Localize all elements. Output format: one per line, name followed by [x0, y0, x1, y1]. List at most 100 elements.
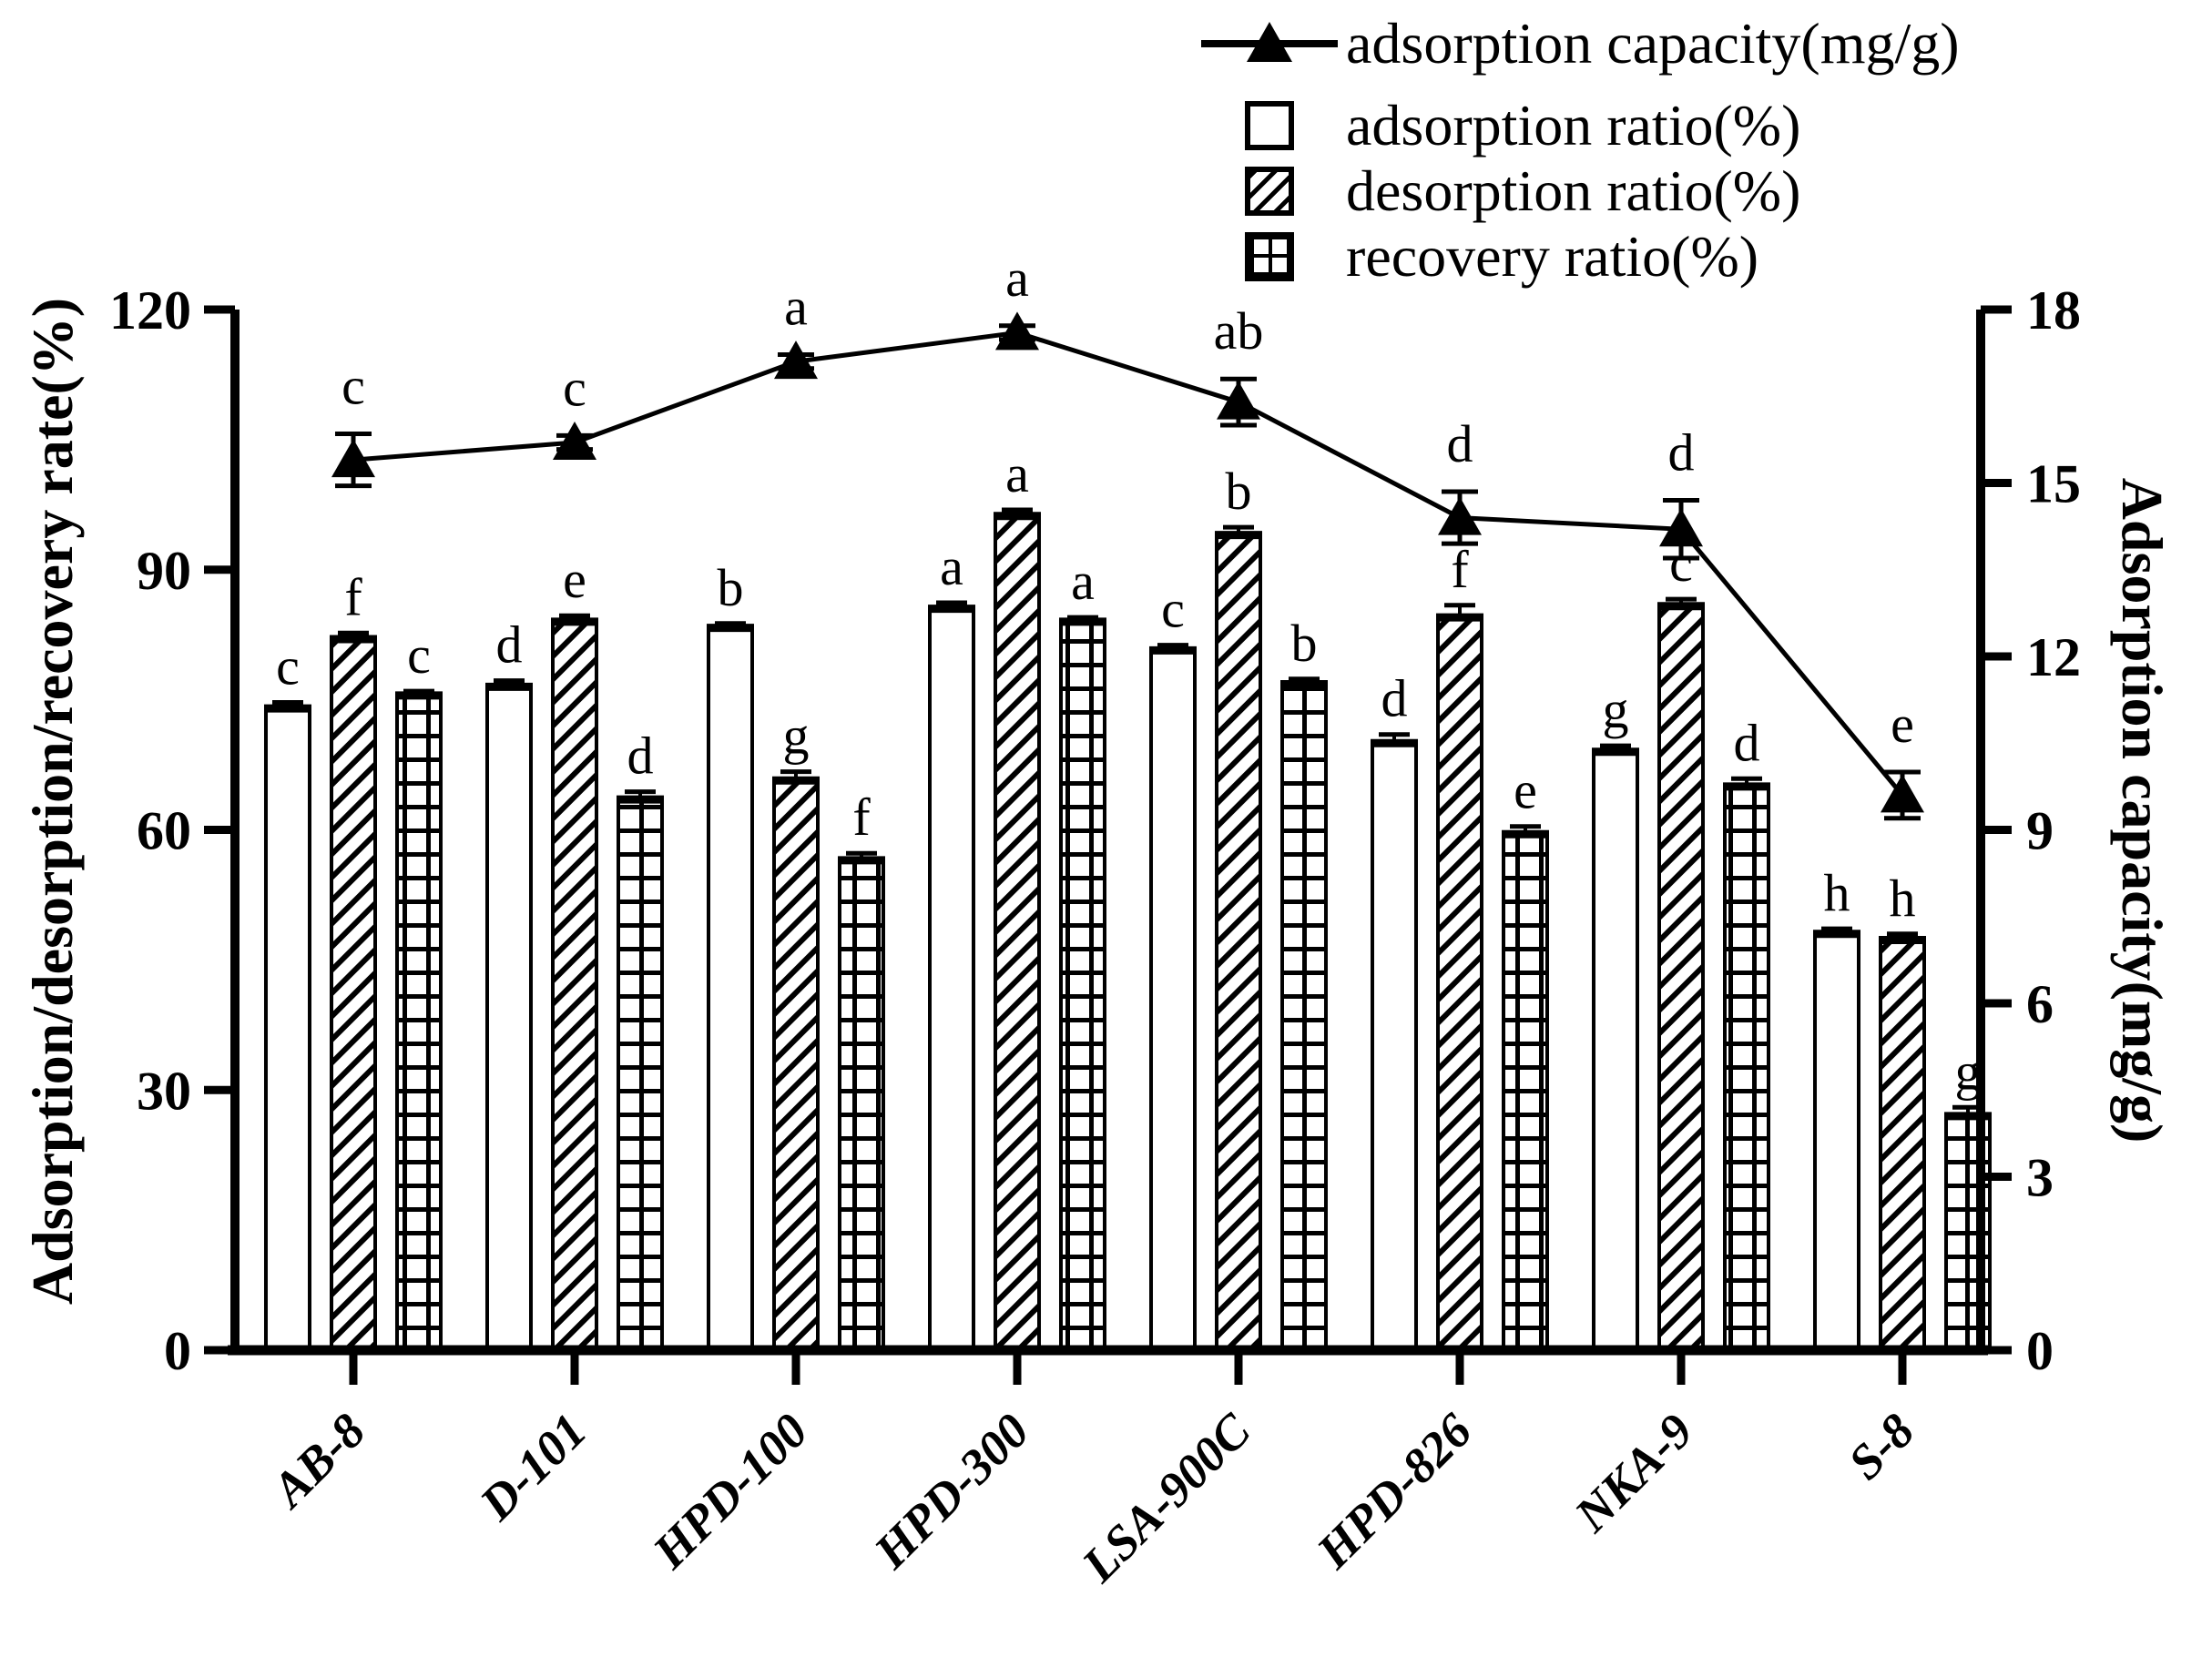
bar-desorption-ratio-nka-9 — [1657, 604, 1705, 1352]
sig-letter-capacity-hpd-826: d — [1447, 414, 1473, 473]
triangle-marker-hpd-826 — [1438, 496, 1482, 535]
bar-desorption-ratio-hpd-100 — [772, 778, 820, 1352]
x-tick-label-hpd-826: HPD-826 — [1306, 1403, 1483, 1580]
sig-letter-recovery-ratio-hpd-100: f — [852, 788, 871, 847]
sig-letter-capacity-ab-8: c — [341, 357, 365, 416]
x-tick-label-lsa-900c: LSA-900C — [1071, 1402, 1261, 1592]
right-tick-label-9: 9 — [2026, 801, 2054, 861]
sig-letter-desorption-ratio-nka-9: c — [1669, 534, 1693, 593]
legend-label: recovery ratio(%) — [1346, 224, 1759, 289]
bar-recovery-ratio-hpd-300 — [1059, 619, 1106, 1352]
bar-recovery-ratio-ab-8 — [395, 693, 443, 1352]
sig-letter-recovery-ratio-d-101: d — [627, 727, 654, 786]
x-tick-label-s-8: S-8 — [1838, 1403, 1924, 1489]
triangle-marker-lsa-900c — [1217, 381, 1260, 420]
sig-letter-desorption-ratio-lsa-900c: b — [1226, 462, 1252, 521]
sig-letter-adsorption-ratio-hpd-100: b — [718, 558, 744, 617]
sig-letter-adsorption-ratio-d-101: d — [496, 615, 523, 675]
sig-letter-capacity-nka-9: d — [1668, 423, 1695, 483]
bar-adsorption-ratio-lsa-900c — [1149, 648, 1197, 1352]
sig-letter-adsorption-ratio-nka-9: g — [1603, 680, 1629, 739]
sig-letter-adsorption-ratio-hpd-826: d — [1381, 669, 1408, 728]
left-axis-title: Adsorption/desorption/recovery rate(%) — [20, 297, 85, 1306]
left-tick-label-120: 120 — [109, 280, 191, 341]
bar-adsorption-ratio-ab-8 — [264, 706, 311, 1352]
bar-desorption-ratio-hpd-300 — [994, 513, 1041, 1352]
x-tick-label-ab-8: AB-8 — [260, 1403, 375, 1519]
bar-adsorption-ratio-d-101 — [485, 685, 533, 1352]
open-bar-icon — [1193, 101, 1346, 150]
sig-letter-adsorption-ratio-s-8: h — [1824, 863, 1850, 922]
sig-letter-capacity-s-8: e — [1891, 695, 1914, 754]
legend-label: desorption ratio(%) — [1346, 158, 1801, 223]
bar-desorption-ratio-ab-8 — [330, 636, 377, 1352]
triangle-marker-hpd-100 — [774, 341, 818, 380]
bar-recovery-ratio-lsa-900c — [1280, 682, 1328, 1352]
bar-desorption-ratio-s-8 — [1879, 938, 1926, 1353]
bar-adsorption-ratio-hpd-300 — [928, 606, 975, 1352]
triangle-marker-ab-8 — [331, 439, 375, 478]
x-tick-label-hpd-300: HPD-300 — [863, 1403, 1040, 1580]
sig-letter-recovery-ratio-hpd-826: e — [1514, 761, 1537, 820]
bar-recovery-ratio-hpd-100 — [838, 858, 885, 1352]
sig-letter-desorption-ratio-hpd-826: f — [1451, 540, 1469, 599]
right-tick-label-3: 3 — [2026, 1148, 2054, 1208]
right-tick-label-15: 15 — [2026, 454, 2081, 514]
legend-item-desorption-ratio: desorption ratio(%) — [1193, 158, 1960, 224]
bar-desorption-ratio-hpd-826 — [1436, 615, 1483, 1352]
sig-letter-adsorption-ratio-ab-8: c — [276, 636, 300, 696]
sig-letter-capacity-lsa-900c: ab — [1214, 301, 1264, 361]
bar-recovery-ratio-hpd-826 — [1502, 832, 1549, 1352]
bar-adsorption-ratio-s-8 — [1813, 931, 1860, 1353]
bar-desorption-ratio-lsa-900c — [1215, 533, 1262, 1352]
legend: adsorption capacity(mg/g) adsorption rat… — [1193, 5, 1960, 290]
sig-letter-recovery-ratio-lsa-900c: b — [1291, 614, 1318, 673]
sig-letter-recovery-ratio-hpd-300: a — [1071, 552, 1095, 611]
triangle-marker-hpd-300 — [995, 311, 1039, 351]
sig-letter-recovery-ratio-s-8: g — [1955, 1042, 1982, 1101]
legend-item-adsorption-ratio: adsorption ratio(%) — [1193, 93, 1960, 158]
right-tick-label-6: 6 — [2026, 974, 2054, 1034]
sig-letter-capacity-d-101: c — [563, 358, 586, 417]
sig-letter-capacity-hpd-300: a — [1005, 249, 1029, 308]
triangle-marker-d-101 — [553, 422, 596, 461]
right-tick-label-18: 18 — [2026, 280, 2081, 341]
diagonal-hatch-bar-icon — [1193, 167, 1346, 216]
bar-desorption-ratio-d-101 — [551, 619, 598, 1352]
x-tick-label-nka-9: NKA-9 — [1564, 1403, 1703, 1542]
sig-letter-desorption-ratio-hpd-300: a — [1005, 444, 1029, 503]
sig-letter-desorption-ratio-s-8: h — [1890, 869, 1916, 928]
bar-adsorption-ratio-nka-9 — [1592, 749, 1639, 1352]
right-axis-title: Adsorption capacity(mg/g) — [2110, 477, 2175, 1144]
sig-letter-desorption-ratio-d-101: e — [563, 550, 586, 609]
left-tick-label-60: 60 — [137, 801, 191, 861]
left-tick-label-0: 0 — [164, 1321, 191, 1381]
sig-letter-capacity-hpd-100: a — [784, 278, 808, 337]
triangle-line-icon — [1193, 16, 1346, 71]
x-tick-label-d-101: D-101 — [469, 1403, 597, 1531]
sig-letter-recovery-ratio-ab-8: c — [407, 625, 431, 685]
sig-letter-adsorption-ratio-hpd-300: a — [940, 537, 963, 596]
triangle-marker-s-8 — [1881, 774, 1924, 813]
right-tick-label-12: 12 — [2026, 627, 2081, 687]
sig-letter-desorption-ratio-hpd-100: g — [783, 706, 810, 766]
capacity-line — [352, 330, 1904, 797]
sig-letter-adsorption-ratio-lsa-900c: c — [1161, 580, 1185, 639]
bar-adsorption-ratio-hpd-826 — [1371, 741, 1418, 1352]
legend-item-recovery-ratio: recovery ratio(%) — [1193, 224, 1960, 290]
grid-hatch-bar-icon — [1193, 232, 1346, 281]
legend-label: adsorption ratio(%) — [1346, 93, 1801, 158]
x-tick-label-hpd-100: HPD-100 — [642, 1403, 819, 1580]
bar-adsorption-ratio-hpd-100 — [707, 625, 754, 1352]
sig-letter-recovery-ratio-nka-9: d — [1734, 713, 1760, 772]
bar-recovery-ratio-nka-9 — [1723, 784, 1770, 1352]
legend-item-adsorption-capacity: adsorption capacity(mg/g) — [1193, 5, 1960, 82]
right-tick-label-0: 0 — [2026, 1321, 2054, 1381]
legend-label: adsorption capacity(mg/g) — [1346, 11, 1960, 76]
bar-recovery-ratio-d-101 — [617, 798, 664, 1352]
left-tick-label-30: 30 — [137, 1061, 191, 1121]
sig-letter-desorption-ratio-ab-8: f — [344, 567, 362, 626]
triangle-marker-nka-9 — [1659, 508, 1703, 547]
